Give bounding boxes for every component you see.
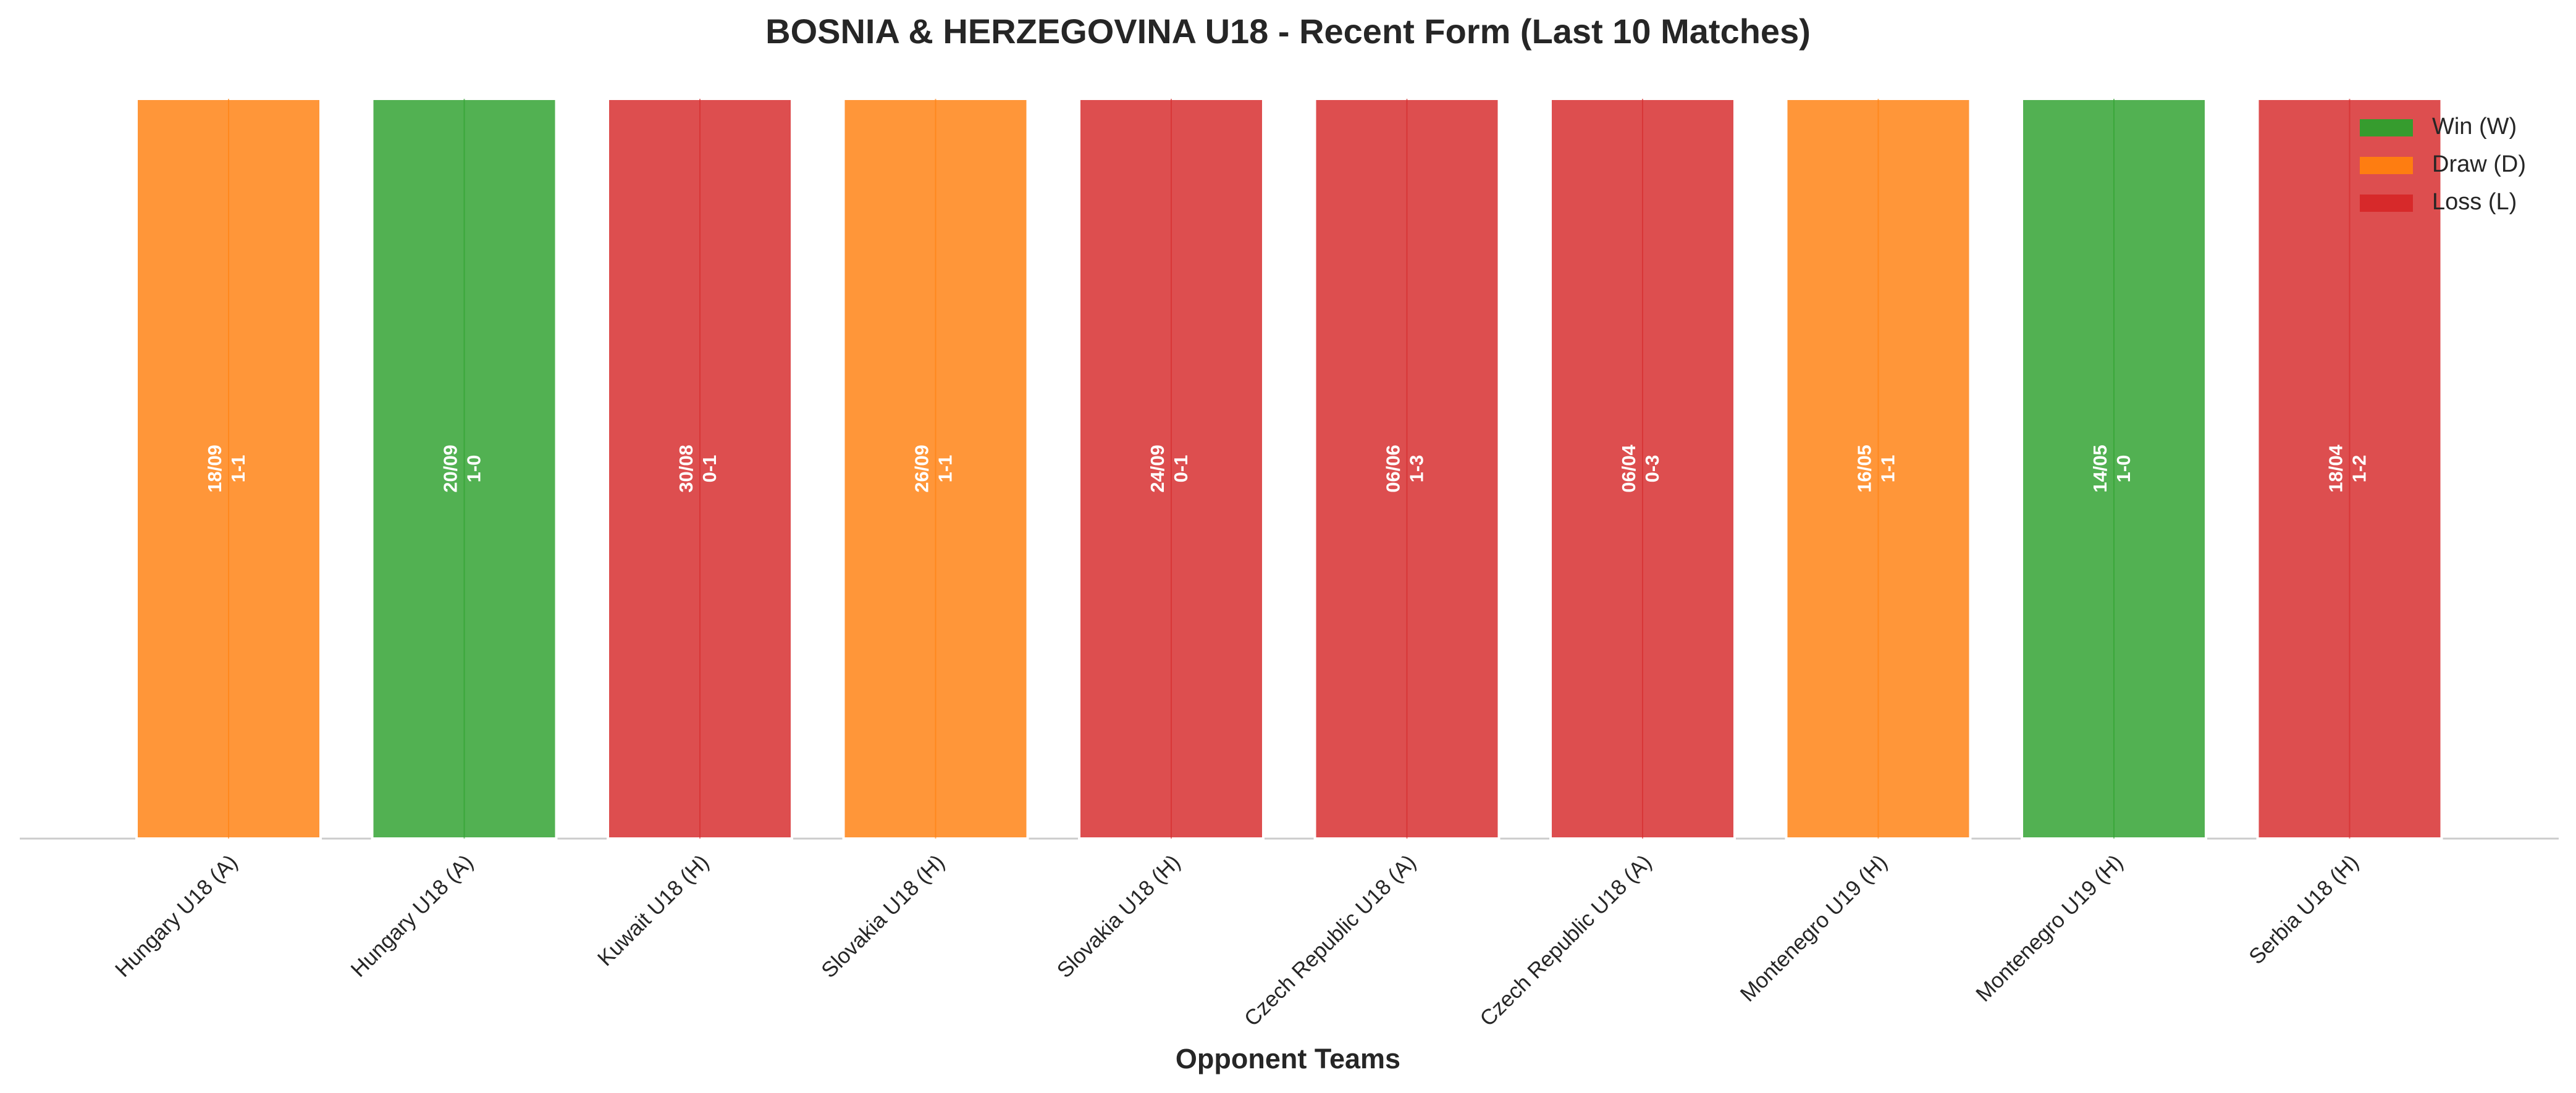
x-tick-label: Hungary U18 (A): [346, 850, 478, 982]
x-tick-label: Slovakia U18 (H): [817, 850, 949, 983]
bar-date-label: 20/09: [440, 445, 461, 493]
bar-score-label: 1-1: [1877, 455, 1899, 483]
bar-score-label: 1-2: [2349, 455, 2370, 483]
bar-score-label: 1-1: [935, 455, 956, 483]
bar-date-label: 18/04: [2325, 444, 2347, 492]
x-tick-label: Montenegro U19 (H): [1736, 850, 1892, 1007]
x-axis-label: Opponent Teams: [1176, 1043, 1400, 1074]
bar-score-label: 1-0: [463, 455, 485, 483]
legend-swatch: [2360, 157, 2413, 174]
chart-title: BOSNIA & HERZEGOVINA U18 - Recent Form (…: [765, 12, 1811, 51]
x-tick-label: Slovakia U18 (H): [1053, 850, 1185, 983]
x-tick-label: Hungary U18 (A): [111, 850, 242, 982]
bar-score-label: 1-1: [227, 455, 249, 483]
bar-date-label: 06/06: [1383, 445, 1404, 493]
legend-swatch: [2360, 119, 2413, 136]
legend-label: Loss (L): [2432, 189, 2517, 215]
legend-label: Draw (D): [2432, 151, 2526, 177]
bar-score-label: 0-3: [1641, 455, 1663, 483]
bar-score-label: 0-1: [699, 455, 720, 483]
bar-date-label: 30/08: [675, 445, 697, 493]
bar-date-label: 24/09: [1147, 445, 1168, 493]
bar-date-label: 16/05: [1854, 445, 1875, 493]
bar-date-label: 14/05: [2089, 445, 2111, 493]
x-tick-label: Czech Republic U18 (A): [1240, 850, 1421, 1031]
x-tick-label: Montenegro U19 (H): [1971, 850, 2128, 1007]
legend-label: Win (W): [2432, 114, 2517, 140]
bar-date-label: 26/09: [911, 445, 933, 493]
legend-swatch: [2360, 195, 2413, 212]
bar-score-label: 0-1: [1170, 455, 1192, 483]
bar-score-label: 1-0: [2113, 455, 2134, 483]
bar-date-label: 06/04: [1618, 444, 1639, 492]
x-tick-label: Czech Republic U18 (A): [1475, 850, 1656, 1031]
x-tick-label: Serbia U18 (H): [2244, 850, 2363, 969]
x-tick-label: Kuwait U18 (H): [593, 850, 713, 971]
bar-date-label: 18/09: [204, 445, 225, 493]
bar-score-label: 1-3: [1406, 455, 1428, 483]
